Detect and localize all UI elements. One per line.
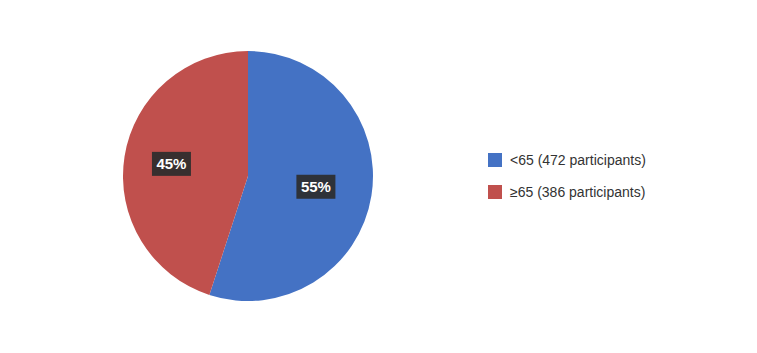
html-text:≥65 (386 participants): ≥65 (386 participants) [510, 184, 646, 200]
svg-text:55%: 55% [301, 178, 331, 195]
html-text:<65 (472 participants): <65 (472 participants) [510, 152, 646, 168]
svg-text:45%: 45% [156, 155, 186, 172]
